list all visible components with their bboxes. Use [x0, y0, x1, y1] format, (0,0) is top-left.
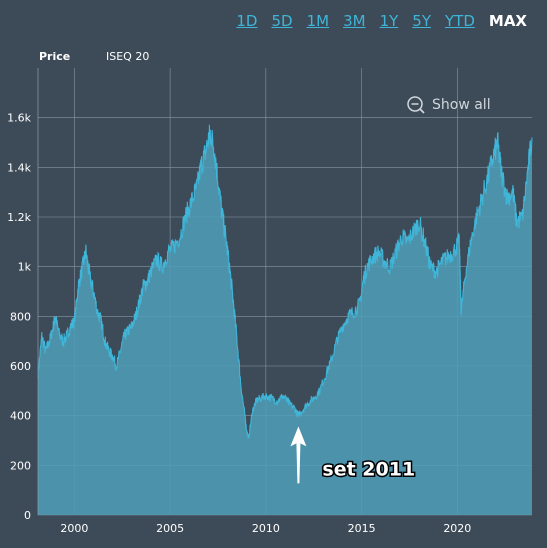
show-all-label: Show all: [432, 97, 491, 113]
range-button-1y[interactable]: 1Y: [379, 12, 399, 30]
y-tick-label: 0: [24, 509, 31, 522]
price-line: [37, 124, 533, 439]
annotation: set 2011: [290, 426, 417, 484]
x-tick-label: 2015: [348, 522, 376, 535]
y-tick-label: 1.4k: [7, 161, 31, 174]
annotation-arrow: [290, 426, 307, 484]
range-button-3m[interactable]: 3M: [343, 12, 366, 30]
legend-series-name: ISEQ 20: [106, 50, 149, 63]
y-tick-label: 200: [10, 459, 31, 472]
legend-price-label: Price: [39, 50, 70, 63]
y-tick-label: 400: [10, 410, 31, 423]
y-tick-label: 800: [10, 310, 31, 323]
axes: 0 200 400 600 800 1k 1.2k 1.4k 1.6k 2000 2005 2010 2…: [7, 68, 471, 535]
y-tick-label: 1.6k: [7, 112, 31, 125]
x-tick-label: 2005: [156, 522, 184, 535]
price-area: [38, 124, 532, 516]
x-tick-label: 2020: [443, 522, 471, 535]
y-tick-label: 600: [10, 360, 31, 373]
y-tick-label: 1k: [18, 261, 32, 274]
y-tick-label: 1.2k: [7, 211, 31, 224]
range-button-5d[interactable]: 5D: [271, 12, 293, 30]
show-all-button[interactable]: Show all: [406, 95, 491, 115]
range-button-5y[interactable]: 5Y: [412, 12, 431, 30]
x-tick-label: 2010: [252, 522, 280, 535]
range-button-1d[interactable]: 1D: [236, 12, 258, 30]
zoom-out-icon: [407, 96, 425, 114]
range-selector: 1D 5D 1M 3M 1Y 5Y YTD MAX: [222, 12, 527, 30]
range-button-1m[interactable]: 1M: [306, 12, 330, 30]
range-button-ytd[interactable]: YTD: [445, 12, 475, 30]
annotation-label: set 2011: [322, 458, 415, 480]
range-button-max[interactable]: MAX: [488, 12, 527, 30]
x-tick-label: 2000: [60, 522, 88, 535]
